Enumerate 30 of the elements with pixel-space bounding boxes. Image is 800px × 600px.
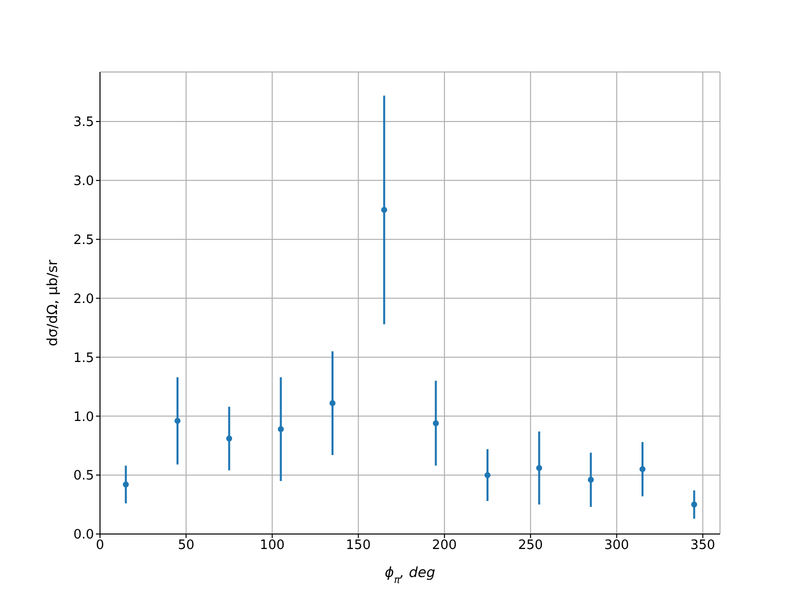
point [536, 465, 542, 471]
point [484, 472, 490, 478]
point [432, 420, 439, 426]
point [122, 482, 129, 488]
y-tick-label: 3.5 [73, 115, 94, 130]
x-tick-label: 50 [178, 538, 194, 554]
y-tick-label: 3.0 [73, 174, 94, 190]
point [691, 502, 698, 508]
x-tick-label: 300 [604, 538, 630, 554]
y-axis-title: dσ/dΩ, μb/sr [45, 260, 61, 346]
point [330, 400, 336, 406]
x-tick-label: 350 [690, 538, 716, 554]
y-tick-label: 1.5 [73, 350, 94, 366]
y-tick-label: 0.0 [73, 528, 94, 543]
x-tick-label: 0 [96, 538, 104, 554]
point [588, 476, 594, 483]
point [174, 418, 180, 424]
point [640, 466, 646, 472]
point [278, 426, 284, 432]
point [226, 436, 232, 442]
y-tick-label: 0.5 [73, 468, 94, 484]
x-tick-label: 100 [260, 538, 285, 554]
y-tick-label: 1.0 [73, 410, 94, 425]
x-tick-label: 250 [518, 538, 543, 554]
x-axis-title: ϕ$_{π}$, deg [384, 565, 436, 586]
y-tick-label: 2.5 [73, 232, 94, 248]
point [381, 206, 388, 213]
x-tick-label: 150 [346, 538, 371, 554]
y-tick-label: 2.0 [73, 292, 94, 307]
x-tick-label: 200 [432, 538, 457, 554]
